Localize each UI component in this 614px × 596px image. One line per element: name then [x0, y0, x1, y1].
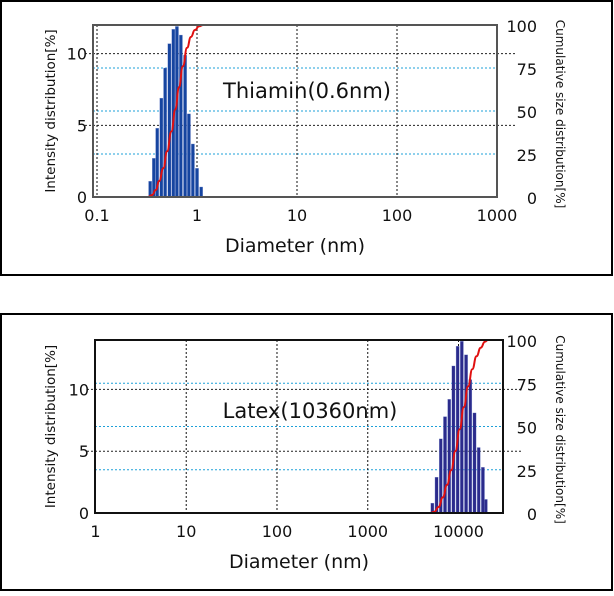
y2-tick-label: 75: [517, 60, 537, 79]
y-tick-label: 0: [79, 504, 89, 523]
histogram-bar: [468, 379, 473, 514]
histogram-bar: [183, 54, 187, 198]
y2-tick-label: 0: [527, 189, 537, 208]
x-tick-label: 1: [192, 206, 202, 225]
y2-tick-label: 0: [527, 505, 537, 524]
y-axis-label: Intensity distribution[%]: [43, 345, 59, 508]
plot-area: [94, 339, 504, 514]
x-tick-label: 100: [262, 522, 293, 541]
y2-axis-label: Cumulative size distribution[%]: [553, 335, 567, 524]
histogram-bar: [481, 467, 485, 514]
y-tick-label: 5: [77, 116, 87, 135]
x-tick-label: 10: [176, 522, 196, 541]
y2-tick-label: 100: [506, 332, 537, 351]
histogram-bar: [159, 97, 164, 198]
sample-annotation: Latex(10360nm): [223, 399, 398, 423]
cumulative-curve: [97, 339, 501, 515]
histogram-bar: [175, 26, 179, 198]
histogram-bar: [484, 499, 488, 514]
histogram-bar: [472, 412, 477, 514]
plot-area: [92, 24, 498, 198]
y2-tick-label: 25: [517, 462, 537, 481]
y2-tick-label: 100: [506, 17, 537, 36]
x-tick-label: 10: [287, 206, 307, 225]
y-tick-label: 5: [79, 442, 89, 461]
histogram-bar: [191, 143, 195, 198]
histogram-bar: [167, 43, 172, 198]
histogram-bar: [443, 416, 447, 514]
histogram-bar: [476, 447, 481, 514]
x-axis-label: Diameter (nm): [225, 235, 365, 257]
x-tick-label: 1000: [477, 206, 518, 225]
histogram-bar: [451, 365, 456, 514]
y-axis-label: Intensity distribution[%]: [43, 29, 59, 192]
x-tick-label: 1000: [347, 522, 388, 541]
histogram-bar: [464, 354, 468, 514]
histogram-bar: [187, 113, 191, 198]
histogram-bar: [447, 399, 451, 514]
x-tick-label: 1: [90, 522, 100, 541]
histogram-bar: [195, 168, 199, 198]
y2-tick-label: 25: [517, 146, 537, 165]
x-tick-label: 0.1: [84, 206, 109, 225]
x-tick-label: 10000: [433, 522, 484, 541]
y2-axis-label: Cumulative size distribution[%]: [553, 20, 567, 209]
panel-frame-latex: [0, 313, 613, 591]
y-tick-label: 10: [69, 380, 89, 399]
sample-annotation: Thiamin(0.6nm): [222, 79, 391, 103]
cumulative-curve: [95, 23, 495, 198]
y2-tick-label: 50: [517, 419, 537, 438]
x-tick-label: 100: [382, 206, 413, 225]
panel-frame-thiamin: [0, 0, 613, 276]
histogram-bar: [199, 186, 203, 198]
y-tick-label: 0: [77, 188, 87, 207]
histogram-bar: [179, 34, 183, 198]
histogram-bar: [163, 67, 167, 198]
x-axis-label: Diameter (nm): [229, 551, 369, 573]
y2-tick-label: 75: [517, 375, 537, 394]
y2-tick-label: 50: [517, 103, 537, 122]
y-tick-label: 10: [67, 45, 87, 64]
